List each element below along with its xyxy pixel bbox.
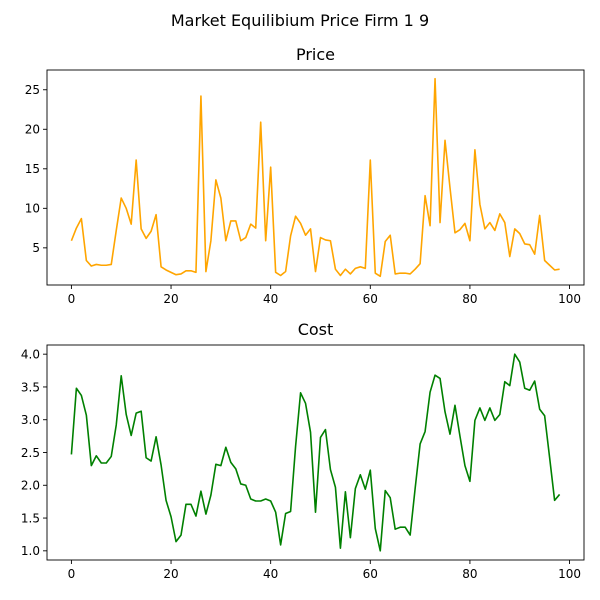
- price-x-tick-label: 0: [68, 292, 76, 306]
- cost-chart: Cost 0 20 40 60 80 100 1.0 1.5 2.0 2.5 3.0 3.5 4.0: [21, 320, 585, 581]
- cost-chart-title: Cost: [298, 320, 334, 339]
- cost-y-tick-label: 1.0: [21, 544, 40, 558]
- figure-title: Market Equilibium Price Firm 1 9: [171, 11, 429, 30]
- cost-y-tick-label: 2.5: [21, 446, 40, 460]
- price-chart: Price 0 20 40 60 80 100 5 10 15 20 25: [25, 45, 585, 306]
- cost-x-tick-label: 100: [558, 567, 581, 581]
- cost-x-tick-label: 60: [363, 567, 378, 581]
- price-x-tick-label: 100: [558, 292, 581, 306]
- price-x-tick-label: 80: [462, 292, 477, 306]
- cost-x-tick-label: 40: [263, 567, 278, 581]
- cost-series-line-0: [70, 353, 561, 552]
- cost-y-tick-label: 4.0: [21, 347, 40, 361]
- cost-y-tick-label: 3.5: [21, 380, 40, 394]
- cost-x-tick-label: 80: [462, 567, 477, 581]
- price-y-tick-label: 20: [25, 123, 40, 137]
- cost-y-tick-label: 1.5: [21, 511, 40, 525]
- cost-x-tick-label: 20: [163, 567, 178, 581]
- price-plot-area: 0 20 40 60 80 100 5 10 15 20 25: [25, 69, 585, 306]
- price-x-tick-label: 60: [363, 292, 378, 306]
- cost-y-tick-label: 2.0: [21, 479, 40, 493]
- price-y-tick-label: 25: [25, 83, 40, 97]
- price-chart-title: Price: [296, 45, 335, 64]
- price-x-tick-label: 40: [263, 292, 278, 306]
- cost-plot-area: 0 20 40 60 80 100 1.0 1.5 2.0 2.5 3.0 3.5 4.0: [21, 344, 585, 581]
- price-series-line-0: [70, 77, 560, 278]
- price-y-tick-label: 10: [25, 202, 40, 216]
- price-y-tick-label: 15: [25, 162, 40, 176]
- price-y-tick-label: 5: [32, 241, 40, 255]
- cost-y-tick-label: 3.0: [21, 413, 40, 427]
- price-axes-frame: [46, 69, 585, 286]
- price-x-tick-label: 20: [163, 292, 178, 306]
- cost-x-tick-label: 0: [68, 567, 76, 581]
